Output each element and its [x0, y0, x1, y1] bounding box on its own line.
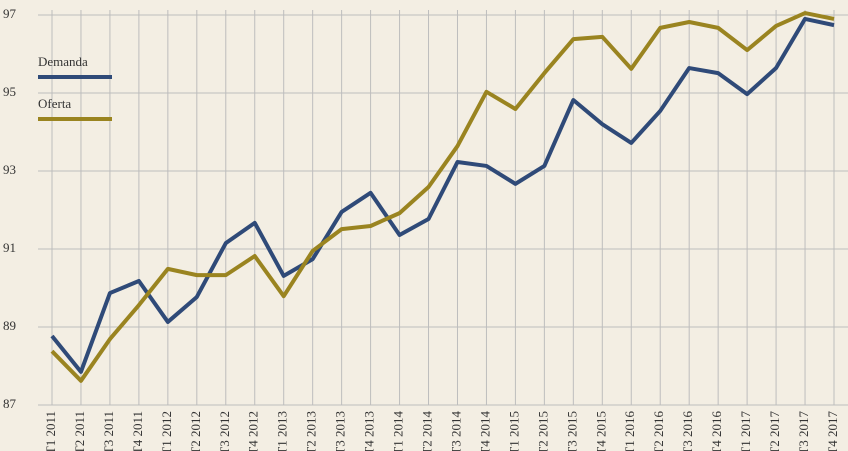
y-tick-label: 93	[3, 162, 16, 177]
x-tick-label: T1 2012	[159, 411, 174, 451]
x-tick-label: T3 2011	[101, 411, 116, 451]
x-tick-label: T1 2016	[622, 411, 637, 451]
y-tick-label: 89	[3, 318, 16, 333]
x-tick-label: T4 2011	[130, 411, 145, 451]
x-tick-label: T3 2017	[796, 411, 811, 451]
x-tick-label: T3 2016	[680, 411, 695, 451]
x-tick-label: T2 2016	[651, 411, 666, 451]
x-tick-label: T2 2015	[535, 411, 550, 451]
x-tick-label: T4 2016	[709, 411, 724, 451]
line-series	[50, 11, 835, 383]
x-tick-label: T2 2017	[767, 411, 782, 451]
x-tick-label: T4 2012	[246, 411, 261, 451]
x-tick-label: T4 2015	[593, 411, 608, 451]
legend-label: Demanda	[38, 54, 88, 69]
y-tick-label: 97	[3, 6, 17, 21]
x-tick-label: T4 2014	[477, 411, 492, 451]
line-series	[50, 16, 835, 374]
x-tick-label: T3 2013	[333, 411, 348, 451]
x-tick-label: T2 2014	[420, 411, 435, 451]
x-tick-label: T1 2015	[506, 411, 521, 451]
legend-label: Oferta	[38, 96, 71, 111]
x-tick-label: T2 2011	[72, 411, 87, 451]
x-tick-label: T1 2013	[275, 411, 290, 451]
y-tick-label: 95	[3, 84, 16, 99]
x-tick-label: T2 2013	[304, 411, 319, 451]
y-tick-label: 87	[3, 396, 17, 411]
x-tick-label: T3 2012	[217, 411, 232, 451]
x-tick-label: T3 2015	[564, 411, 579, 451]
x-tick-label: T4 2017	[825, 411, 840, 451]
x-tick-label: T1 2011	[43, 411, 58, 451]
x-tick-label: T1 2017	[738, 411, 753, 451]
y-tick-label: 91	[3, 240, 16, 255]
x-tick-label: T2 2012	[188, 411, 203, 451]
x-tick-label: T3 2014	[448, 411, 463, 451]
x-tick-label: T4 2013	[362, 411, 377, 451]
x-tick-label: T1 2014	[391, 411, 406, 451]
